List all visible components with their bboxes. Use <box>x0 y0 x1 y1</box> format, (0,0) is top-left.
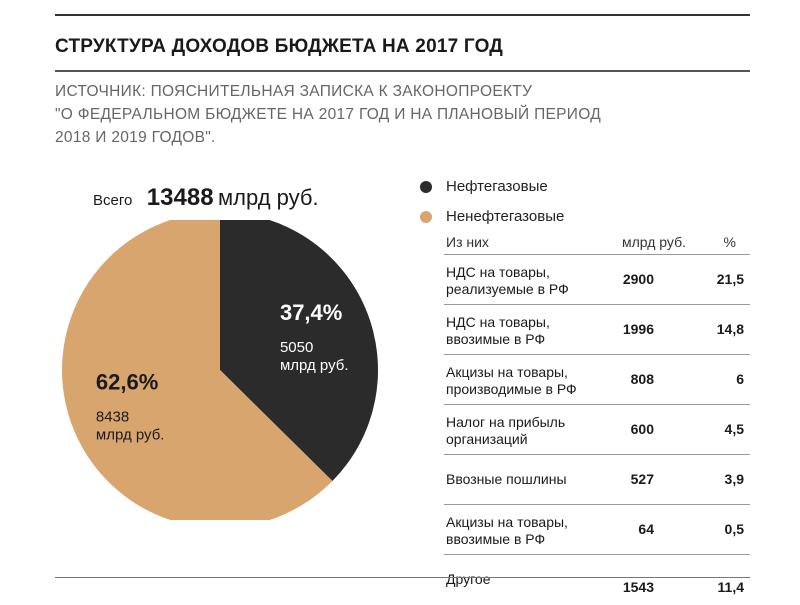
pie-slice-nonoil <box>62 220 333 520</box>
table-row: Налог на прибыль организаций 600 4,5 <box>444 404 750 455</box>
table-row-value: 808 <box>630 371 654 387</box>
table-row-name: Акцизы на товары, ввозимые в РФ <box>446 514 606 548</box>
source-line: ИСТОЧНИК: ПОЯСНИТЕЛЬНАЯ ЗАПИСКА К ЗАКОНО… <box>55 83 533 100</box>
pie-value-label: 8438 <box>96 408 129 425</box>
table-row-percent: 6 <box>736 371 744 387</box>
table-row-percent: 0,5 <box>724 521 744 537</box>
top-rule <box>55 14 750 16</box>
table-row-name-line: организаций <box>446 431 528 447</box>
pie-value-label: млрд руб. <box>96 426 165 443</box>
table-header-value: млрд руб. <box>621 234 686 250</box>
table-row-name: НДС на товары, реализуемые в РФ <box>446 264 606 298</box>
source-line: 2018 И 2019 ГОДОВ". <box>55 129 216 146</box>
legend-swatch-oil <box>420 180 432 193</box>
table-row-name-line: НДС на товары, <box>446 314 550 330</box>
total-value: 13488 <box>146 184 214 211</box>
source-note: ИСТОЧНИК: ПОЯСНИТЕЛЬНАЯ ЗАПИСКА К ЗАКОНО… <box>55 80 755 149</box>
title-rule <box>55 70 750 72</box>
legend-item-nonoil: Ненефтегазовые <box>420 208 564 225</box>
source-line: "О ФЕДЕРАЛЬНОМ БЮДЖЕТЕ НА 2017 ГОД И НА … <box>55 106 602 123</box>
legend-label-oil: Нефтегазовые <box>446 178 548 195</box>
pie-percent-label: 37,4% <box>280 300 342 325</box>
table-row-name-line: Ввозные пошлины <box>446 471 567 487</box>
table-row-name-line: Акцизы на товары, <box>446 364 568 380</box>
chart-title: СТРУКТУРА ДОХОДОВ БЮДЖЕТА НА 2017 ГОД <box>55 36 504 57</box>
table-row: НДС на товары, реализуемые в РФ 2900 21,5 <box>444 254 750 305</box>
table-row-name-line: Другое <box>446 571 491 587</box>
table-row: Акцизы на товары, ввозимые в РФ 64 0,5 <box>444 504 750 555</box>
table-row-name-line: ввозимые в РФ <box>446 331 546 347</box>
table-row-name: Налог на прибыль организаций <box>446 414 606 448</box>
table-row-percent: 4,5 <box>724 421 744 437</box>
table-row: Другое 1543 11,4 <box>444 554 750 605</box>
pie-slice-oil <box>220 220 378 482</box>
pie-percent-label: 62,6% <box>96 369 158 394</box>
pie-value-label: 5050 <box>280 339 313 356</box>
table-row-percent: 3,9 <box>724 471 744 487</box>
legend-label-nonoil: Ненефтегазовые <box>446 208 565 225</box>
table-row-name-line: Налог на прибыль <box>446 414 566 430</box>
table-row-value: 2900 <box>622 271 654 287</box>
table-row-name: Другое <box>446 571 606 588</box>
table-row-name-line: реализуемые в РФ <box>446 281 569 297</box>
table-row-value: 1543 <box>622 579 654 595</box>
table-row-name-line: Акцизы на товары, <box>446 514 568 530</box>
table-row: Акцизы на товары, производимые в РФ 808 6 <box>444 354 750 405</box>
pie-value-label: млрд руб. <box>280 357 349 374</box>
table-row-value: 600 <box>630 421 654 437</box>
table-row-name-line: ввозимые в РФ <box>446 531 546 547</box>
table-row-percent: 14,8 <box>716 321 744 337</box>
table-header-name: Из них <box>446 234 489 250</box>
table-row-value: 527 <box>630 471 654 487</box>
table-row-name: Акцизы на товары, производимые в РФ <box>446 364 606 398</box>
total-label: Всего <box>93 192 133 209</box>
legend-swatch-nonoil <box>420 210 432 223</box>
table-row-percent: 21,5 <box>716 271 744 287</box>
total-unit: млрд руб. <box>218 185 319 210</box>
table-row: Ввозные пошлины 527 3,9 <box>444 454 750 505</box>
table-row-value: 1996 <box>622 321 654 337</box>
table-row: НДС на товары, ввозимые в РФ 1996 14,8 <box>444 304 750 355</box>
table-row-name-line: НДС на товары, <box>446 264 550 280</box>
table-row-name: НДС на товары, ввозимые в РФ <box>446 314 606 348</box>
table-row-name: Ввозные пошлины <box>446 471 606 488</box>
table-row-name-line: производимые в РФ <box>446 381 577 397</box>
total-revenue: Всего 13488 млрд руб. <box>93 184 319 212</box>
bottom-rule <box>55 577 750 578</box>
table-header-pct: % <box>723 234 736 250</box>
table-row-percent: 11,4 <box>717 579 744 595</box>
table-row-value: 64 <box>638 521 654 537</box>
legend-item-oil: Нефтегазовые <box>420 178 548 195</box>
